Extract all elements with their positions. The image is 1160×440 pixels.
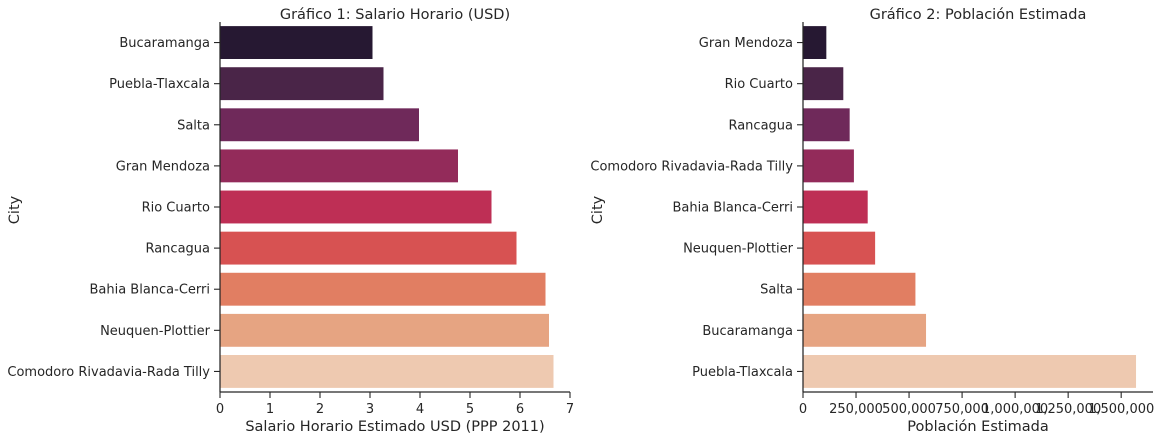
chart-2: Gráfico 2: Población Estimada Población …: [590, 7, 1154, 435]
x-tick-label: 3: [366, 402, 374, 417]
category-label: Rancagua: [728, 118, 793, 133]
x-tick-label: 4: [416, 402, 424, 417]
chart-2-category-labels: Gran Mendoza Rio Cuarto Rancagua Comodoro R…: [590, 36, 803, 380]
chart-1-bars: [220, 26, 554, 388]
category-label: Comodoro Rivadavia-Rada Tilly: [590, 159, 793, 174]
x-tick-label: 2: [316, 402, 324, 417]
bar: [803, 149, 854, 183]
category-label: Rio Cuarto: [142, 201, 210, 216]
chart-1: Gráfico 1: Salario Horario (USD) Salario…: [7, 7, 574, 435]
x-tick-label: 1,000,000: [982, 402, 1048, 417]
bar: [803, 26, 827, 59]
bar: [220, 231, 517, 265]
category-label: Puebla-Tlaxcala: [692, 365, 793, 380]
chart-1-title: Gráfico 1: Salario Horario (USD): [280, 7, 510, 23]
bar: [803, 272, 916, 306]
category-label: Bucaramanga: [119, 36, 210, 51]
category-label: Bahia Blanca-Cerri: [672, 201, 793, 216]
x-tick-label: 0: [216, 402, 224, 417]
bar: [220, 355, 554, 388]
category-label: Bucaramanga: [702, 324, 793, 339]
bar: [220, 190, 492, 224]
x-tick-label: 250,000: [829, 402, 883, 417]
chart-1-category-labels: Bucaramanga Puebla-Tlaxcala Salta Gran Mend…: [7, 36, 220, 380]
bar: [803, 108, 850, 142]
x-tick-label: 6: [516, 402, 524, 417]
bar: [220, 108, 419, 142]
bar: [803, 190, 868, 224]
category-label: Salta: [177, 118, 210, 133]
chart-2-xlabel: Población Estimada: [907, 419, 1048, 435]
x-tick-label: 1: [266, 402, 274, 417]
category-label: Bahia Blanca-Cerri: [89, 283, 210, 298]
bar: [220, 313, 549, 347]
category-label: Rio Cuarto: [725, 77, 793, 92]
category-label: Gran Mendoza: [116, 159, 210, 174]
x-tick-label: 500,000: [882, 402, 936, 417]
category-label: Puebla-Tlaxcala: [109, 77, 210, 92]
bar: [803, 231, 876, 265]
chart-2-ylabel: City: [590, 195, 606, 224]
category-label: Salta: [760, 283, 793, 298]
chart-2-bars: [803, 26, 1137, 388]
x-tick-label: 7: [566, 402, 574, 417]
x-tick-label: 1,500,000: [1088, 402, 1154, 417]
chart-1-x-ticks: 0 1 2 3 4 5 6 7: [216, 392, 574, 417]
bar: [220, 149, 458, 183]
bar: [220, 272, 546, 306]
bar: [803, 67, 844, 101]
category-label: Comodoro Rivadavia-Rada Tilly: [7, 365, 210, 380]
x-tick-label: 5: [466, 402, 474, 417]
chart-1-ylabel: City: [7, 195, 23, 224]
bar: [220, 26, 373, 59]
x-tick-label: 0: [799, 402, 807, 417]
bar: [220, 67, 384, 101]
bar: [803, 313, 927, 347]
category-label: Gran Mendoza: [699, 36, 793, 51]
bar: [803, 355, 1137, 388]
chart-2-x-ticks: 0 250,000 500,000 750,0001,000,0001,250,000…: [799, 392, 1154, 417]
chart-1-xlabel: Salario Horario Estimado USD (PPP 2011): [245, 419, 544, 435]
category-label: Neuquen-Plottier: [683, 242, 794, 257]
chart-2-title: Gráfico 2: Población Estimada: [870, 7, 1087, 23]
x-tick-label: 1,250,000: [1035, 402, 1101, 417]
x-tick-label: 750,000: [935, 402, 989, 417]
category-label: Neuquen-Plottier: [100, 324, 211, 339]
category-label: Rancagua: [145, 242, 210, 257]
